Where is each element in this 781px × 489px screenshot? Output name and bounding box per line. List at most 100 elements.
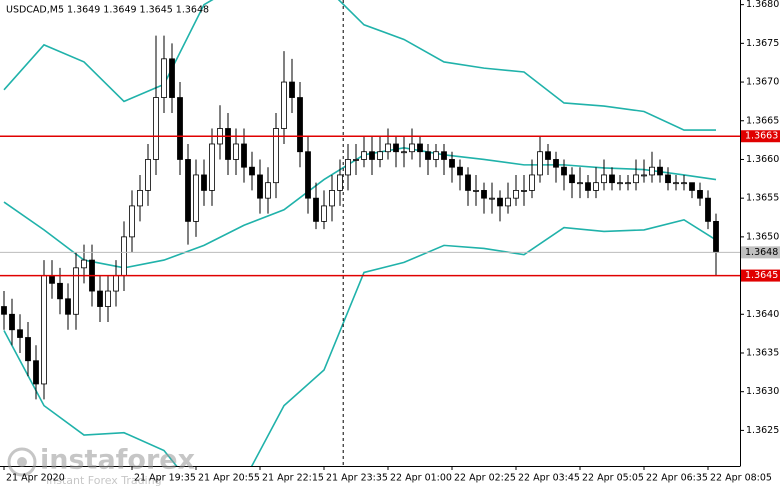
y-tick-label: 1.3650 [746,231,779,242]
candle-body [689,182,695,191]
candle-body [201,174,207,191]
candle-body [121,236,127,276]
candle-body [161,58,167,98]
candle-body [577,182,583,185]
x-tick-label: 21 Apr 2020 [6,473,65,484]
candle-body [233,143,239,160]
x-tick-label: 21 Apr 23:35 [326,473,388,484]
candle-body [105,290,111,307]
candle-body [289,81,295,98]
candle-body [473,190,479,192]
candle-body [521,190,527,192]
candle-body [177,97,183,160]
candle-body [273,128,279,184]
y-tick-label: 1.3670 [746,77,779,88]
candle-body [601,174,607,184]
candle-body [129,205,135,238]
candle-body [665,174,671,184]
candles-layer [1,35,719,400]
current-price-bg [741,246,780,259]
candle-body [449,159,455,168]
candle-body [489,197,495,200]
y-tick-label: 1.3640 [746,309,779,320]
candle-body [345,159,351,176]
candle-body [153,97,159,160]
candle-body [193,174,199,222]
candle-body [249,166,255,176]
candle-body [657,166,663,176]
y-tick-label: 1.3655 [746,193,779,204]
candle-body [465,174,471,191]
level-label-bg [741,269,780,282]
y-tick-label: 1.3675 [746,38,779,49]
candle-body [409,143,415,153]
candle-body [393,143,399,153]
candle-body [673,182,679,185]
y-tick-label: 1.3635 [746,347,779,358]
overlay-layer [0,0,740,466]
candle-body [321,205,327,222]
candle-body [625,182,631,185]
candle-body [377,151,383,160]
brand: instaforex [40,445,195,476]
candle-body [385,143,391,153]
band-line [3,0,716,131]
candle-body [73,267,79,315]
x-tick-label: 22 Apr 06:35 [646,473,708,484]
candle-body [33,360,39,385]
candle-body [705,197,711,222]
x-tick-label: 22 Apr 01:00 [390,473,452,484]
candle-body [433,151,439,160]
candle-body [241,143,247,168]
candle-body [209,143,215,191]
band-line [3,218,717,466]
candle-body [9,313,15,331]
candle-body [553,159,559,168]
candle-body [457,166,463,176]
candle-body [297,97,303,153]
candle-body [97,290,103,307]
candle-body [585,182,591,191]
candle-body [369,151,375,160]
candle-body [545,151,551,160]
candle-body [281,81,287,129]
y-tick-label: 1.3680 [746,0,779,10]
candle-body [361,151,367,160]
candle-body [329,190,335,207]
candle-body [257,174,263,199]
x-tick-label: 21 Apr 22:15 [262,473,324,484]
candle-body [137,190,143,207]
level-label-bg [741,130,780,143]
x-tick-label: 22 Apr 03:45 [518,473,580,484]
x-tick-label: 22 Apr 08:05 [710,473,772,484]
candle-body [81,259,87,269]
x-tick-label: 21 Apr 20:55 [198,473,260,484]
candle-body [305,151,311,199]
candle-body [505,197,511,207]
candle-body [561,166,567,176]
candle-body [641,174,647,177]
candle-body [697,190,703,199]
candle-body [65,298,71,315]
level-label: 1.3645 [745,270,778,281]
candle-body [537,151,543,176]
current-price-label: 1.3648 [745,247,778,258]
candle-body [17,329,23,338]
candle-body [353,159,359,161]
candle-body [617,182,623,185]
x-tick-label: 21 Apr 19:35 [134,473,196,484]
candle-body [145,159,151,191]
candle-body [529,174,535,191]
tagline: Instant Forex Trading [46,474,162,487]
candle-body [41,275,47,385]
candle-body [401,151,407,154]
level-label: 1.3663 [745,131,778,142]
candle-body [513,190,519,199]
candle-body [425,151,431,160]
logo [7,447,37,477]
watermark: instaforex Instant Forex Trading [7,445,195,487]
candle-body [49,275,55,284]
candle-body [681,182,687,185]
